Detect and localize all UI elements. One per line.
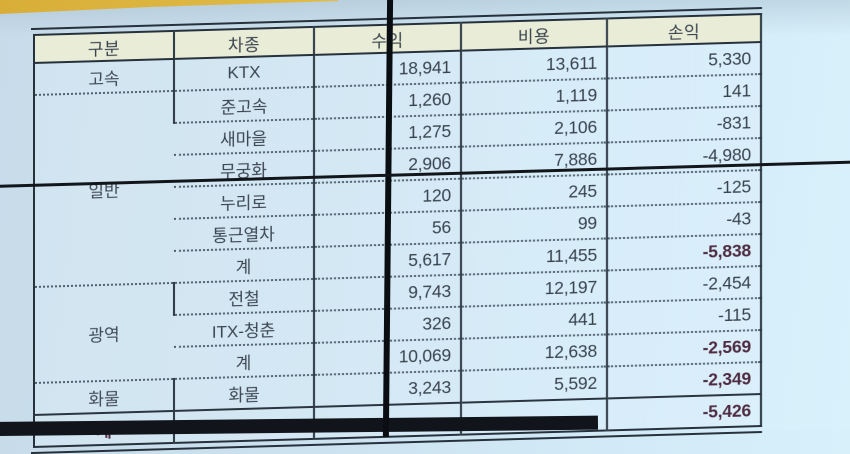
cost-cell: 99 <box>461 206 607 243</box>
profit-cell: -5,426 <box>607 394 761 431</box>
cost-cell: 441 <box>461 302 607 339</box>
cost-cell: 5,592 <box>461 366 607 403</box>
type-cell: KTX <box>174 54 314 91</box>
cost-cell: 11,455 <box>461 238 607 275</box>
type-cell: 계 <box>174 246 314 283</box>
header-type: 차종 <box>174 26 314 59</box>
header-group: 구분 <box>34 30 174 63</box>
type-cell: 통근열차 <box>174 214 314 251</box>
profit-cell: -2,569 <box>607 330 761 367</box>
profit-cell: 5,330 <box>607 42 761 79</box>
type-cell: 누리로 <box>174 182 314 219</box>
profit-cell: -831 <box>607 106 761 143</box>
header-cost: 비용 <box>461 18 607 51</box>
type-cell: 계 <box>174 342 314 379</box>
group-cell: 고속 <box>34 58 174 95</box>
group-cell: 일반 <box>34 90 174 287</box>
slide-edge-yellow-strip <box>0 0 338 14</box>
cost-cell: 13,611 <box>461 46 607 83</box>
group-cell: 광역 <box>34 282 174 383</box>
type-cell: ITX-청춘 <box>174 310 314 347</box>
cost-cell: 2,106 <box>461 110 607 147</box>
type-cell: 새마을 <box>174 118 314 155</box>
profit-cell: -2,349 <box>607 362 761 399</box>
profit-cell: -5,838 <box>607 234 761 271</box>
header-profit: 손익 <box>607 14 761 47</box>
type-cell: 화물 <box>174 374 314 411</box>
profit-loss-table-wrapper: 구분 차종 수익 비용 손익 고속 KTX 18,941 13,611 5,33… <box>31 7 762 454</box>
type-cell: 준고속 <box>174 86 314 123</box>
cost-cell: 1,119 <box>461 78 607 115</box>
group-cell: 화물 <box>34 378 174 415</box>
cost-cell: 12,638 <box>461 334 607 371</box>
profit-cell: -115 <box>607 298 761 335</box>
cost-cell: 12,197 <box>461 270 607 307</box>
profit-loss-table: 구분 차종 수익 비용 손익 고속 KTX 18,941 13,611 5,33… <box>33 13 762 449</box>
cost-cell: 245 <box>461 174 607 211</box>
profit-cell: 141 <box>607 74 761 111</box>
profit-cell: -125 <box>607 170 761 207</box>
type-cell: 전철 <box>174 278 314 315</box>
profit-cell: -43 <box>607 202 761 239</box>
profit-cell: -2,454 <box>607 266 761 303</box>
